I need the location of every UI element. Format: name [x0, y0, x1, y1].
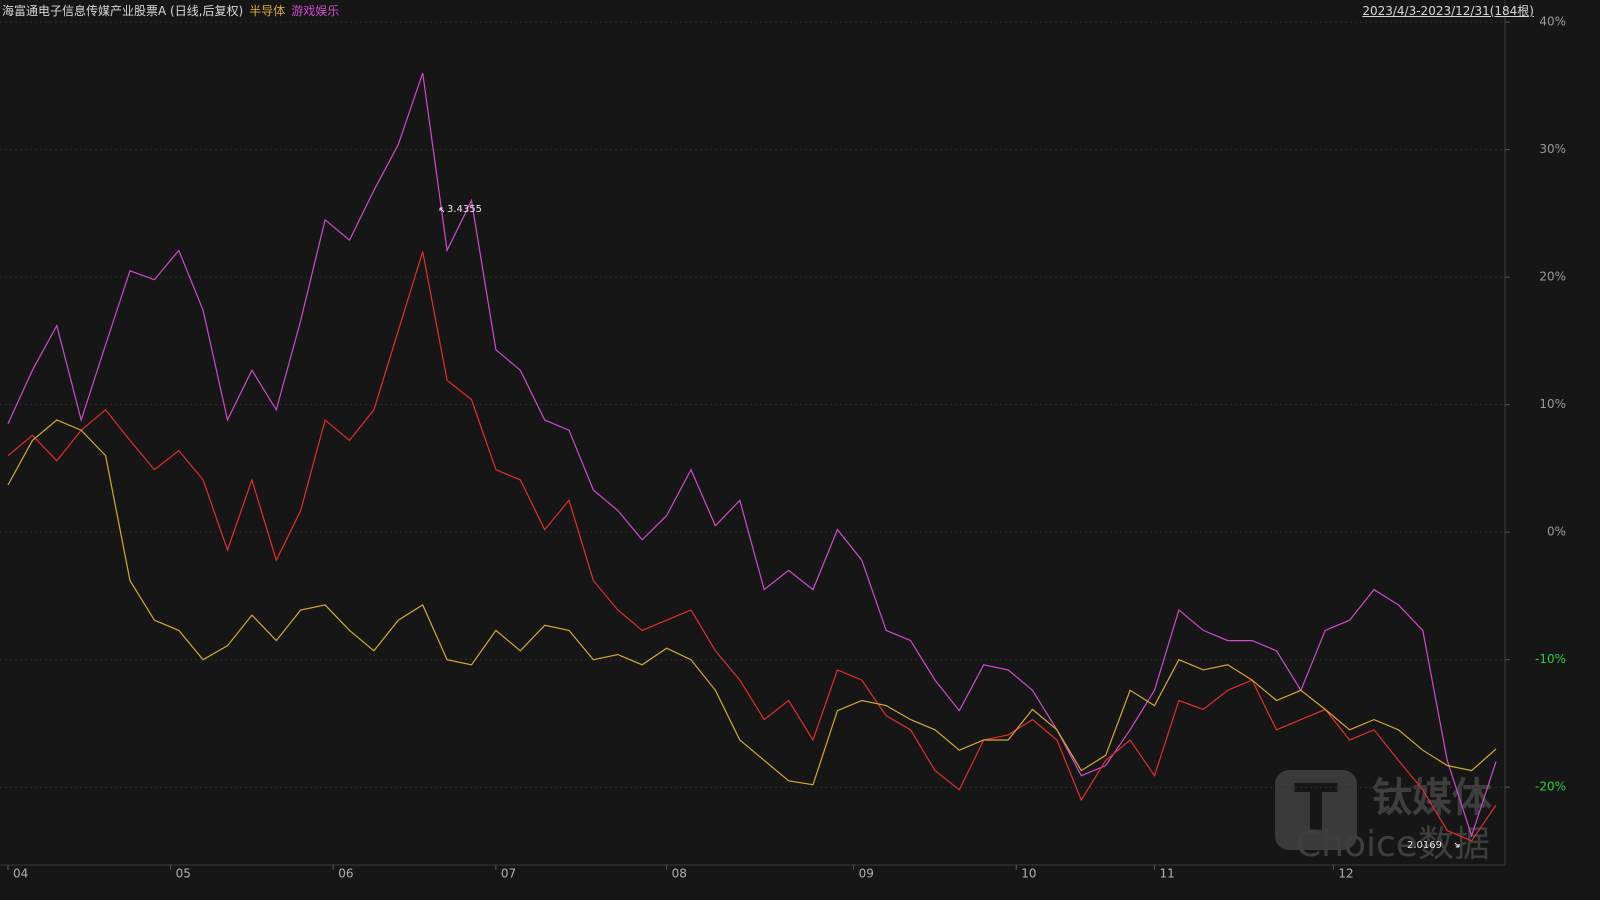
annotation: 3.4355: [447, 204, 482, 215]
y-tick-label: -20%: [1535, 780, 1566, 794]
series-line: [7, 419, 1497, 786]
y-tick-label: 10%: [1539, 397, 1566, 411]
x-tick-label: 08: [672, 867, 687, 881]
x-tick-label: 11: [1159, 867, 1174, 881]
watermark: T 钛媒体 Choice数据: [1275, 770, 1492, 865]
y-tick-label: 20%: [1539, 270, 1566, 284]
y-tick-label: 0%: [1547, 525, 1566, 539]
watermark-text: 钛媒体: [1372, 775, 1492, 821]
legend-entry: 游戏娱乐: [291, 4, 340, 18]
x-tick-label: 10: [1021, 867, 1036, 881]
y-tick-label: 30%: [1539, 142, 1566, 156]
y-tick-label: 40%: [1539, 15, 1566, 29]
annotation-arrow: [439, 207, 445, 213]
chart-title: 海富通电子信息传媒产业股票A (日线,后复权): [2, 4, 244, 18]
x-tick-label: 05: [176, 867, 191, 881]
watermark-logo: [1275, 770, 1357, 850]
legend: 海富通电子信息传媒产业股票A (日线,后复权) 半导体 游戏娱乐: [2, 2, 345, 19]
watermark-logo-letter: T: [1294, 772, 1338, 846]
x-tick-label: 04: [13, 867, 28, 881]
y-tick-label: -10%: [1535, 652, 1566, 666]
series-line: [7, 72, 1497, 838]
x-tick-label: 07: [501, 867, 516, 881]
x-tick-label: 06: [338, 867, 353, 881]
annotation-arrow: [1454, 842, 1460, 848]
series-line: [7, 251, 1497, 842]
date-range[interactable]: 2023/4/3-2023/12/31(184根): [1362, 4, 1534, 18]
x-tick-label: 09: [859, 867, 874, 881]
x-tick-label: 12: [1338, 867, 1353, 881]
legend-entry: 半导体: [249, 4, 286, 18]
annotation: 2.0169: [1407, 840, 1442, 851]
watermark-text: Choice数据: [1296, 824, 1490, 865]
